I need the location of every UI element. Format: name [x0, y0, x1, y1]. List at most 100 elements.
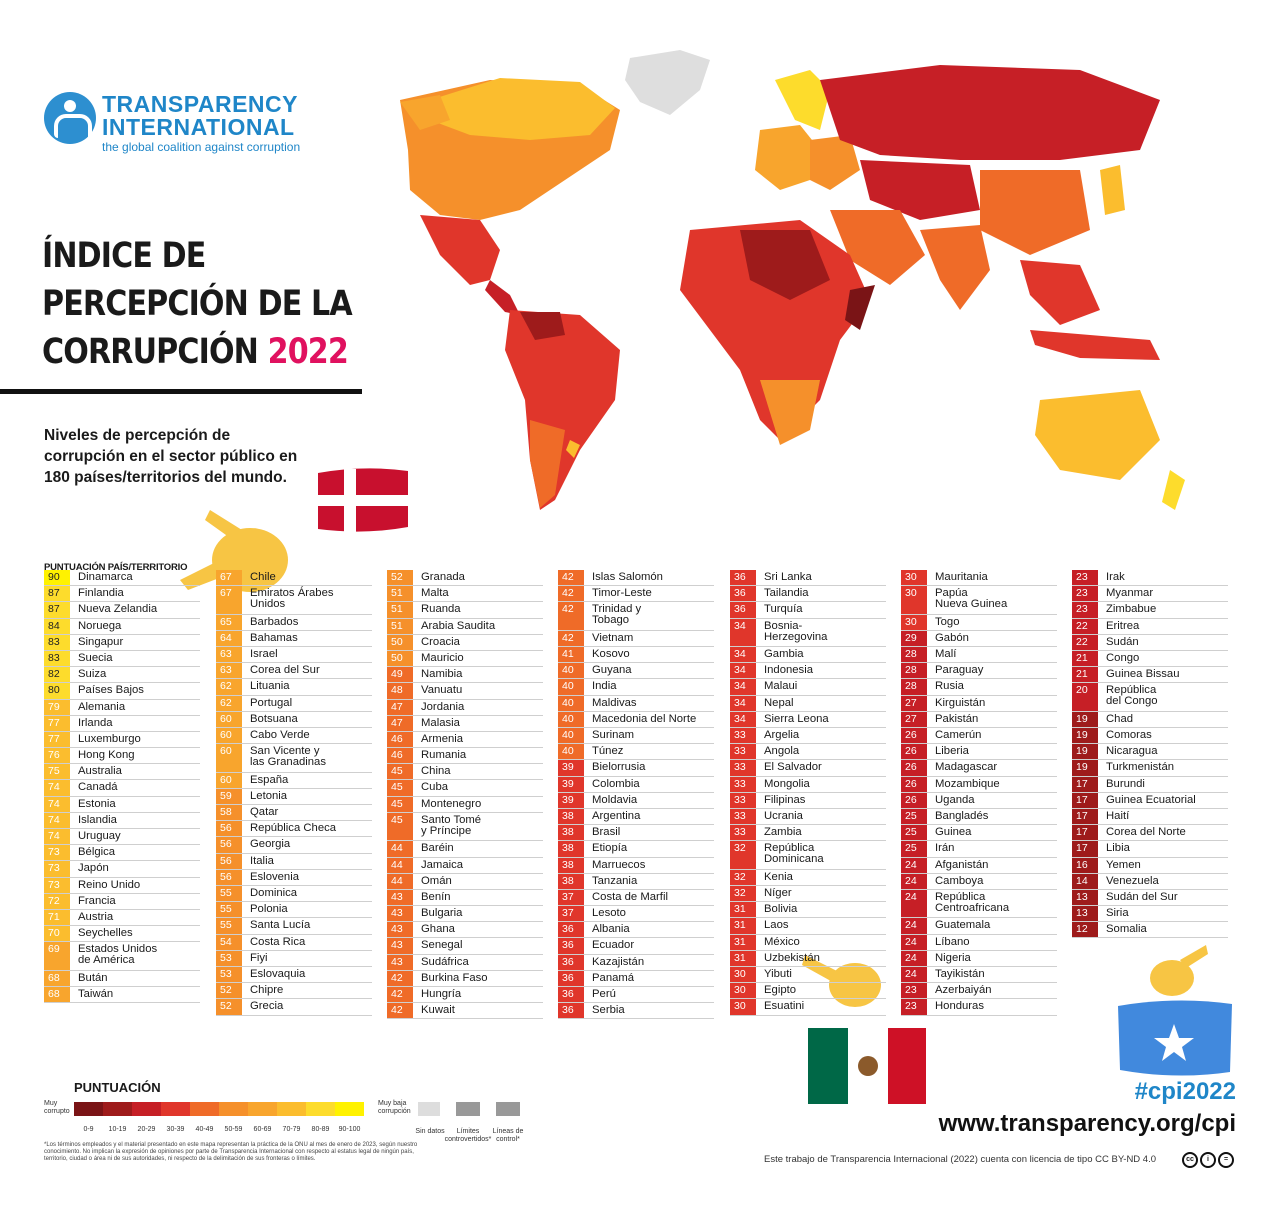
legend-title: PUNTUACIÓN	[74, 1080, 161, 1095]
somalia-flag	[1118, 1000, 1232, 1076]
country-name: Eslovenia	[250, 870, 299, 883]
country-row: 38 Argentina	[558, 808, 714, 826]
country-score: 45	[387, 812, 413, 841]
country-name: Egipto	[764, 984, 797, 997]
country-name: Argelia	[764, 729, 800, 741]
cpi-url[interactable]: www.transparency.org/cpi	[938, 1110, 1236, 1137]
country-row: 42 Hungría	[387, 987, 543, 1004]
country-name: Haití	[1106, 809, 1130, 822]
country-name: Congo	[1106, 651, 1140, 664]
country-row: 26 Madagascar	[901, 760, 1057, 777]
legend-swatch	[103, 1102, 132, 1116]
country-name: Ecuador	[592, 939, 635, 952]
country-score: 55	[216, 886, 242, 902]
country-row: 63 Corea del Sur	[216, 663, 372, 680]
country-row: 13 Siria	[1072, 906, 1228, 923]
country-score: 23	[901, 999, 927, 1015]
country-row: 75 Australia	[44, 764, 200, 781]
country-row: 74 Canadá	[44, 780, 200, 797]
score-column-4: 42 Islas Salomón 42 Timor-Leste 42 Trinidad y…	[558, 570, 714, 1020]
country-row: 36 Albania	[558, 922, 714, 939]
country-row: 17 Guinea Ecuatorial	[1072, 792, 1228, 809]
country-name: Burkina Faso	[421, 971, 488, 984]
country-name: Namibia	[421, 668, 463, 681]
map-chile-argentina	[530, 420, 565, 508]
country-row: 58 Qatar	[216, 805, 372, 822]
country-name: Nigeria	[935, 951, 971, 964]
country-row: 29 Gabón	[901, 630, 1057, 648]
country-name: Sierra Leona	[764, 712, 829, 725]
country-row: 51 Ruanda	[387, 602, 543, 619]
title-line3: CORRUPCIÓN	[42, 332, 259, 372]
country-score: 32	[730, 841, 756, 869]
country-score: 90	[44, 570, 70, 586]
country-name: Mongolia	[764, 777, 810, 790]
country-name: Taiwán	[78, 988, 114, 1000]
country-score: 59	[216, 788, 242, 805]
country-score: 67	[216, 586, 242, 614]
country-row: 77 Irlanda	[44, 715, 200, 732]
country-name: Sudáfrica	[421, 955, 469, 968]
country-score: 73	[44, 845, 70, 861]
country-name: Grecia	[250, 1000, 284, 1013]
country-score: 74	[44, 812, 70, 828]
country-name: Japón	[78, 862, 109, 875]
country-score: 28	[901, 679, 927, 695]
country-row: 62 Lituania	[216, 679, 372, 696]
country-score: 33	[730, 808, 756, 825]
country-row: 43 Senegal	[387, 938, 543, 955]
country-score: 24	[901, 857, 927, 873]
country-score: 43	[387, 906, 413, 922]
country-name: Seychelles	[78, 927, 133, 940]
country-name: Cuba	[421, 781, 449, 794]
country-name: Macedonia del Norte	[592, 712, 697, 725]
country-row: 33 Angola	[730, 744, 886, 761]
country-score: 45	[387, 780, 413, 796]
country-name: Myanmar	[1106, 587, 1154, 600]
country-row: 33 Zambia	[730, 825, 886, 842]
country-name: Laos	[764, 919, 789, 932]
legend-swatch	[219, 1102, 248, 1116]
country-name: Jordania	[421, 700, 465, 713]
country-row: 42 Burkina Faso	[387, 970, 543, 987]
country-score: 56	[216, 837, 242, 853]
legend-range-label: 40-49	[195, 1126, 214, 1133]
map-southeast-asia	[1020, 260, 1100, 325]
country-score: 38	[558, 808, 584, 825]
legend-control-label: Líneas de control*	[492, 1128, 524, 1143]
license-text: Este trabajo de Transparencia Internacio…	[764, 1154, 1157, 1165]
country-score: 70	[44, 926, 70, 942]
country-row: 31 Uzbekistán	[730, 950, 886, 967]
country-name: Indonesia	[764, 664, 813, 677]
mexico-flag	[808, 1028, 926, 1104]
country-score: 43	[387, 922, 413, 938]
country-row: 83 Suecia	[44, 650, 200, 668]
country-row: 24 Guatemala	[901, 918, 1057, 935]
country-score: 22	[1072, 618, 1098, 634]
country-name: Etiopía	[592, 842, 628, 855]
pointing-hand-emoji	[1150, 945, 1208, 996]
country-row: 87 Finlandia	[44, 586, 200, 603]
country-name: Georgia	[250, 838, 291, 851]
country-name: Malasia	[421, 716, 460, 729]
country-row: 36 Turquía	[730, 602, 886, 619]
country-name: Brasil	[592, 826, 621, 839]
country-score: 56	[216, 821, 242, 837]
country-score: 47	[387, 699, 413, 715]
country-name: Ruanda	[421, 603, 461, 616]
country-name: Nepal	[764, 696, 794, 709]
title-divider	[0, 389, 362, 394]
country-score: 42	[387, 987, 413, 1003]
country-name: Turkmenistán	[1106, 761, 1175, 774]
country-name: Suecia	[78, 651, 113, 664]
country-score: 26	[901, 792, 927, 808]
country-score: 60	[216, 772, 242, 788]
country-row: 52 Chipre	[216, 983, 372, 1000]
logo-line1: TRANSPARENCY	[102, 91, 298, 117]
legend-swatch	[190, 1102, 219, 1116]
map-china	[980, 170, 1090, 255]
legend-disputed-swatch	[456, 1102, 480, 1116]
country-score: 49	[387, 667, 413, 683]
country-row: 82 Suiza	[44, 667, 200, 684]
country-row: 52 Granada	[387, 570, 543, 587]
